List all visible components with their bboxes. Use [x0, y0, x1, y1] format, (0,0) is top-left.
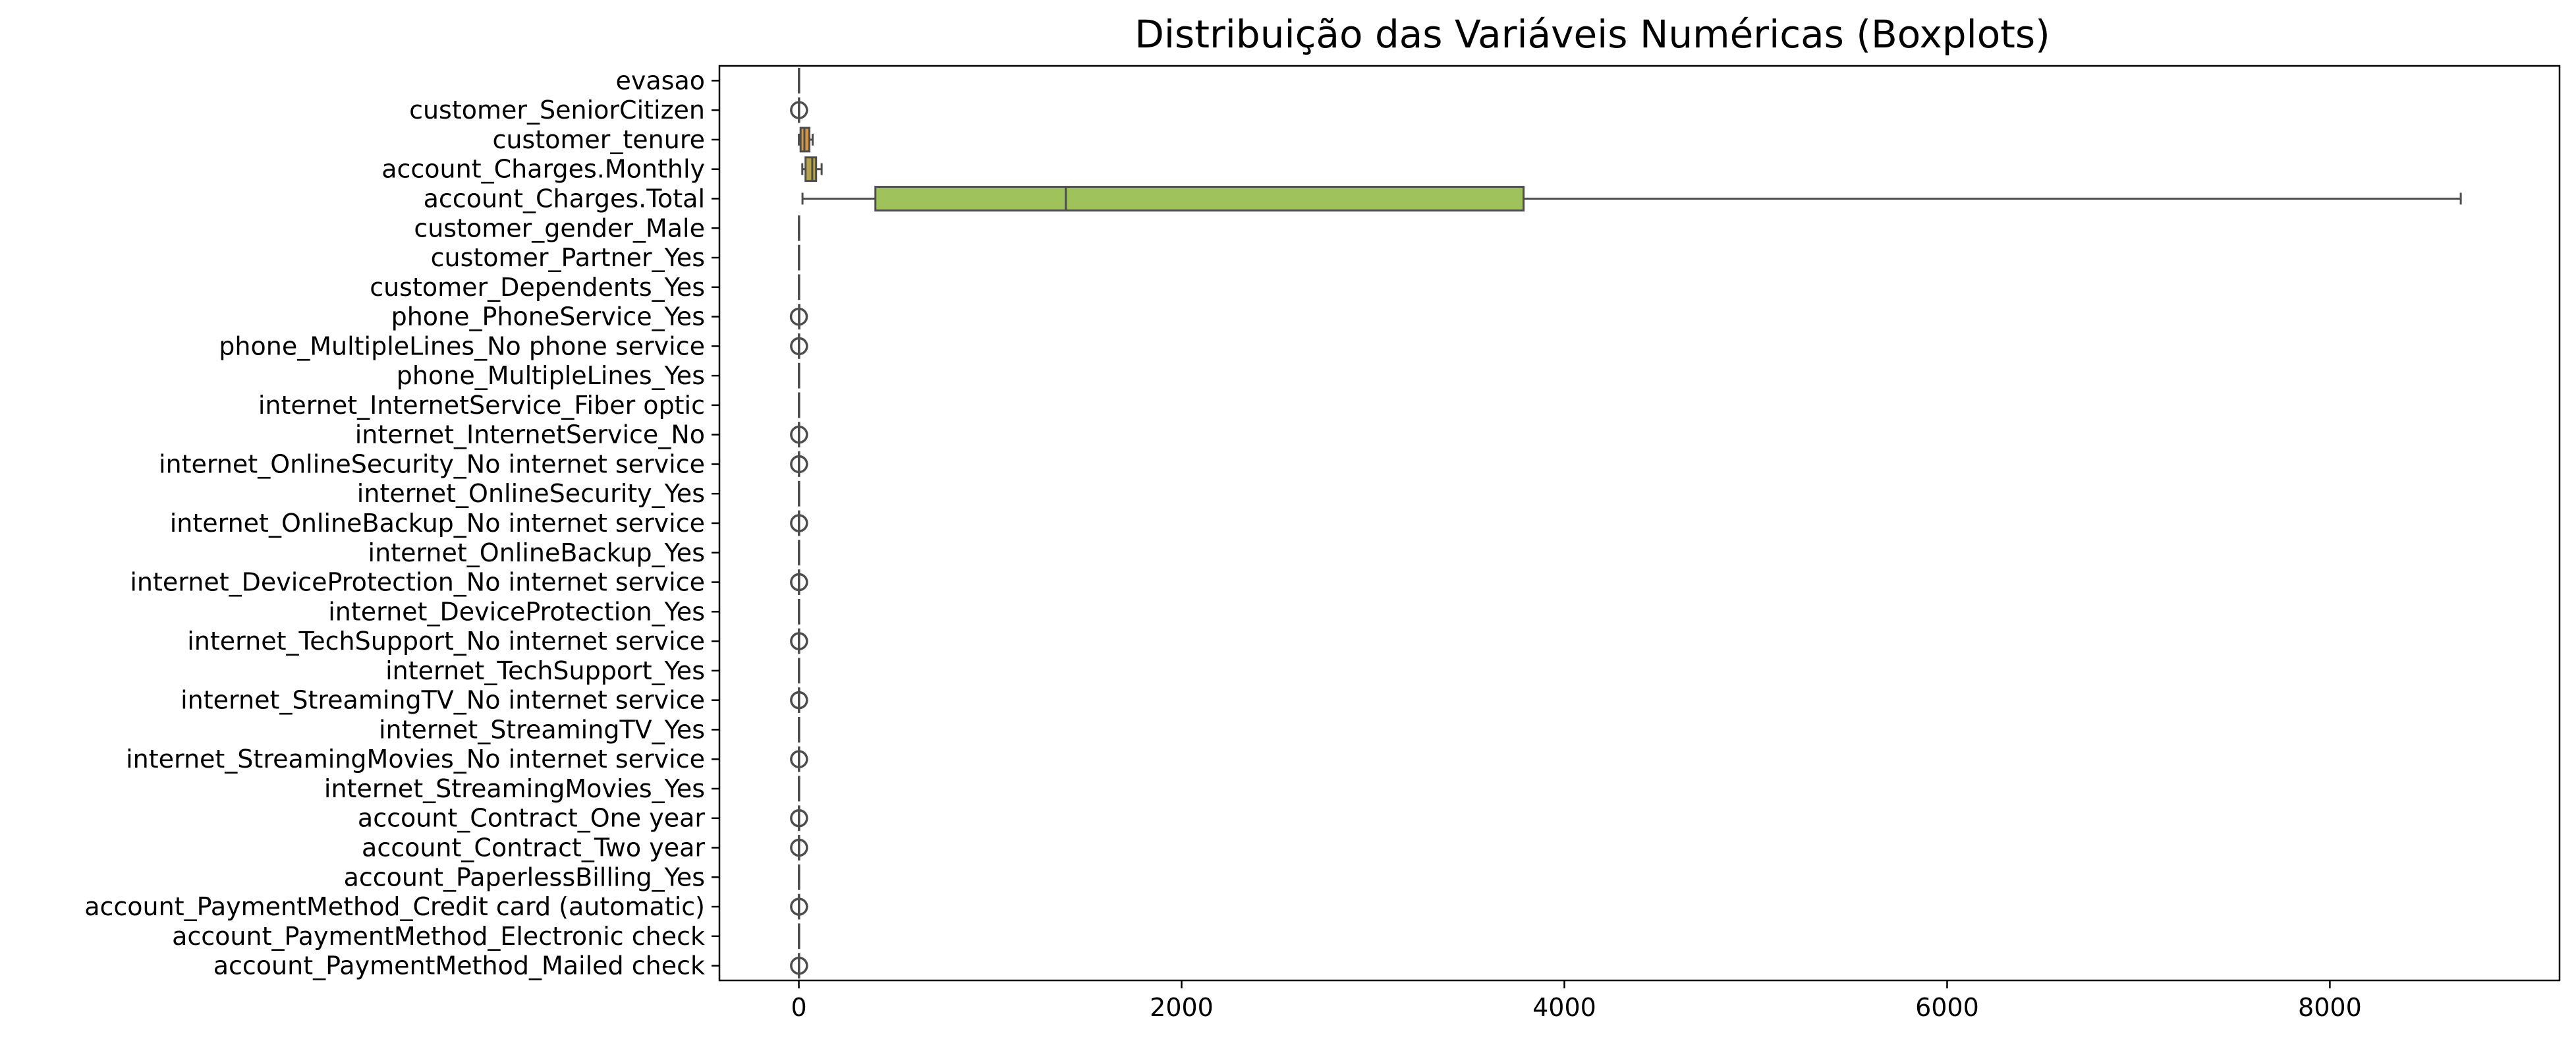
box — [874, 186, 1525, 212]
box — [804, 156, 818, 183]
plot-area: 0 2000 4000 6000 8000 evasaocustomer_SeniorCi… — [84, 65, 2561, 1022]
outlier-point — [790, 897, 808, 916]
y-tick-label: account_Contract_One year — [358, 804, 705, 833]
x-tick-label: 4000 — [1532, 993, 1596, 1022]
x-tick-label: 0 — [791, 993, 806, 1022]
y-tick-label: customer_SeniorCitizen — [409, 96, 705, 125]
y-tick-label: internet_InternetService_No — [355, 420, 705, 449]
y-tick-label: internet_OnlineSecurity_No internet serv… — [159, 449, 705, 478]
y-tick-label: internet_OnlineBackup_Yes — [368, 538, 705, 567]
y-tick-label: internet_OnlineBackup_No internet servic… — [170, 509, 705, 538]
y-tick-label: account_Charges.Monthly — [381, 155, 705, 184]
outlier-point — [790, 691, 808, 710]
y-tick-label: account_PaymentMethod_Mailed check — [213, 951, 705, 980]
outlier-point — [790, 337, 808, 356]
y-tick-label: phone_MultipleLines_Yes — [397, 361, 705, 390]
y-tick-label: customer_gender_Male — [414, 213, 705, 242]
outlier-point — [790, 101, 808, 119]
y-tick-label: internet_StreamingTV_Yes — [379, 715, 705, 744]
outlier-point — [790, 750, 808, 768]
y-tick-label: internet_DeviceProtection_Yes — [328, 597, 705, 626]
x-tick-label: 6000 — [1915, 993, 1979, 1022]
y-tick-label: internet_StreamingTV_No internet service — [181, 686, 705, 715]
outlier-point — [790, 838, 808, 857]
y-tick-label: internet_InternetService_Fiber optic — [258, 391, 705, 420]
y-tick-label: internet_DeviceProtection_No internet se… — [130, 568, 705, 597]
y-tick-label: phone_MultipleLines_No phone service — [219, 331, 705, 360]
y-tick-label: customer_Dependents_Yes — [370, 273, 705, 302]
y-tick-label: account_PaymentMethod_Credit card (autom… — [84, 892, 705, 921]
x-tick-label: 8000 — [2298, 993, 2362, 1022]
chart-title: Distribuição das Variáveis Numéricas (Bo… — [1134, 12, 2050, 57]
outlier-point — [790, 425, 808, 444]
y-tick-label: account_PaymentMethod_Electronic check — [172, 922, 705, 951]
outlier-point — [790, 455, 808, 474]
y-tick-label: internet_TechSupport_No internet service — [187, 627, 705, 656]
y-tick-label: internet_OnlineSecurity_Yes — [357, 479, 705, 508]
y-tick-label: account_PaperlessBilling_Yes — [344, 863, 705, 891]
y-tick-label: phone_PhoneService_Yes — [391, 302, 705, 331]
y-tick-label: internet_TechSupport_Yes — [385, 656, 705, 685]
outlier-point — [790, 956, 808, 975]
outlier-point — [790, 573, 808, 592]
outlier-point — [790, 632, 808, 650]
y-tick-label: customer_Partner_Yes — [431, 243, 705, 272]
y-tick-label: account_Charges.Total — [424, 184, 705, 213]
x-tick-label: 2000 — [1150, 993, 1214, 1022]
y-tick-label: evasao — [616, 66, 706, 95]
y-tick-label: internet_StreamingMovies_Yes — [324, 774, 705, 803]
outlier-point — [790, 808, 808, 828]
y-tick-label: internet_StreamingMovies_No internet ser… — [126, 745, 705, 774]
y-tick-label: account_Contract_Two year — [362, 834, 705, 863]
outlier-point — [789, 307, 808, 326]
outlier-point — [790, 514, 808, 532]
y-tick-label: customer_tenure — [492, 125, 705, 154]
